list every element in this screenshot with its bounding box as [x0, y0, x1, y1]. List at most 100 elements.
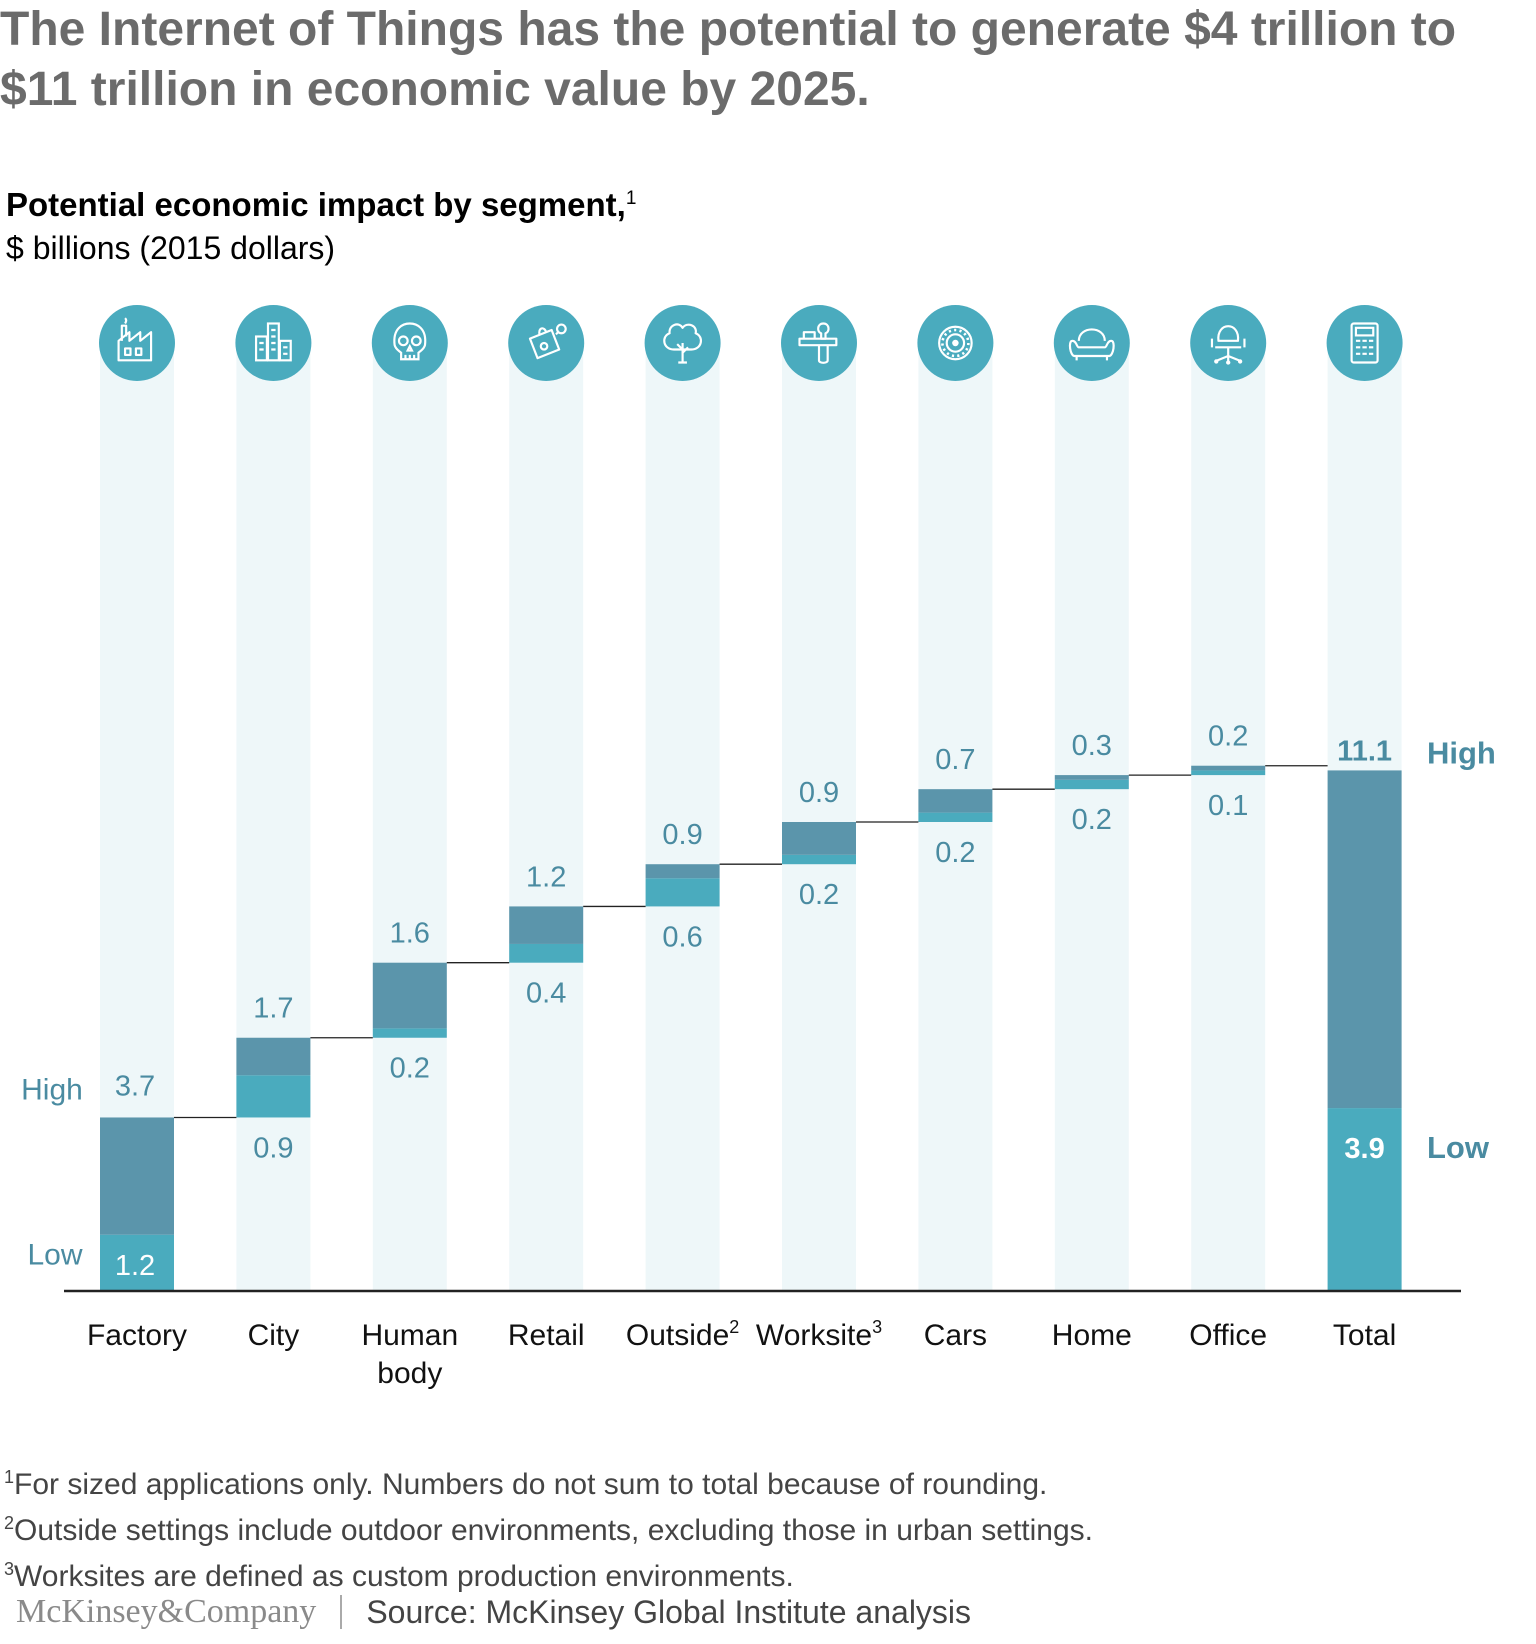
- low-value-total: 3.9: [1344, 1133, 1384, 1165]
- category-label-line-human-body: Human: [361, 1319, 458, 1352]
- bar-high-worksite: [782, 822, 856, 855]
- icon-human-body: [371, 305, 448, 381]
- category-label-line-home: Home: [1052, 1319, 1132, 1352]
- value-labels: 3.7 1.2 1.7 0.9 1.6 0.2 1.2 0.4 0.9 0.6 0.9 0.2 0.7 0…: [115, 721, 1392, 1282]
- category-label-total: Total: [1333, 1319, 1396, 1352]
- category-note-outside: 2: [729, 1317, 739, 1337]
- category-label-outside: Outside2: [626, 1317, 739, 1352]
- chart-units: $ billions (2015 dollars): [6, 230, 336, 266]
- footnote-3-mark: 3: [4, 1559, 15, 1579]
- column-bg-city: [236, 340, 311, 1291]
- footnote-3: 3Worksites are defined as custom product…: [4, 1550, 1093, 1596]
- icon-factory: [99, 305, 175, 381]
- chart-title: Potential economic impact by segment,1: [6, 186, 636, 224]
- footer-bar: McKinsey&Company Source: McKinsey Global…: [16, 1590, 971, 1634]
- category-label-line-office: Office: [1189, 1319, 1267, 1352]
- high-value-human-body: 1.6: [390, 918, 430, 950]
- category-labels: Factory City Human body Retail Outside2 Worksi…: [87, 1317, 1396, 1390]
- category-label-cars: Cars: [924, 1319, 987, 1352]
- icon-outside: [644, 305, 721, 381]
- icon-retail: [508, 305, 585, 381]
- category-label-factory: Factory: [87, 1319, 187, 1352]
- bar-low-outside: [645, 878, 720, 907]
- bar-high-office: [1191, 765, 1266, 771]
- bar-high-city: [236, 1037, 311, 1076]
- low-value-retail: 0.4: [526, 978, 566, 1010]
- low-value-factory: 1.2: [115, 1250, 155, 1282]
- low-value-worksite: 0.2: [799, 879, 839, 911]
- category-label-line-city: City: [248, 1319, 300, 1352]
- category-note-worksite: 3: [872, 1317, 882, 1337]
- bar-high-total: [1327, 770, 1402, 1109]
- low-value-human-body: 0.2: [390, 1053, 430, 1085]
- icon-circle-office: [1190, 305, 1267, 381]
- icon-cars: [917, 305, 994, 381]
- icon-circle-worksite: [781, 305, 857, 381]
- column-bg-home: [1054, 340, 1129, 1291]
- category-label-home: Home: [1052, 1319, 1132, 1352]
- high-value-factory: 3.7: [115, 1070, 155, 1102]
- high-value-worksite: 0.9: [799, 777, 839, 809]
- low-value-outside: 0.6: [662, 921, 702, 953]
- icon-total: [1326, 305, 1403, 381]
- high-value-office: 0.2: [1208, 721, 1248, 753]
- footnote-2-text: Outside settings include outdoor environ…: [14, 1514, 1093, 1547]
- icon-city: [235, 305, 312, 381]
- column-bg-human-body: [372, 340, 447, 1291]
- category-label-human-body: Human body: [361, 1319, 458, 1390]
- category-label-line-human-body: body: [377, 1357, 442, 1390]
- bar-high-cars: [918, 789, 993, 813]
- bar-high-factory: [100, 1117, 174, 1235]
- high-value-cars: 0.7: [935, 744, 975, 776]
- category-label-line-outside: Outside: [626, 1319, 729, 1352]
- icon-worksite: [781, 305, 857, 381]
- footnote-2-mark: 2: [4, 1513, 15, 1533]
- waterfall-chart: 3.7 1.2 1.7 0.9 1.6 0.2 1.2 0.4 0.9 0.6 0.9 0.2 0.7 0…: [21, 305, 1496, 1390]
- bar-low-total: [1327, 1108, 1402, 1291]
- column-bg-office: [1191, 340, 1266, 1291]
- category-label-line-worksite: Worksite: [756, 1319, 872, 1352]
- legend-high-left: High: [21, 1073, 83, 1106]
- category-label-office: Office: [1189, 1319, 1267, 1352]
- source-note: Source: McKinsey Global Institute analys…: [366, 1593, 972, 1630]
- high-value-home: 0.3: [1072, 730, 1112, 762]
- category-label-retail: Retail: [508, 1319, 585, 1352]
- chart-title-text: Potential economic impact by segment,: [6, 186, 626, 223]
- footnotes: 1For sized applications only. Numbers do…: [4, 1458, 1093, 1596]
- bar-low-worksite: [782, 854, 856, 865]
- legend: High Low High Low: [21, 735, 1496, 1271]
- low-value-home: 0.2: [1072, 804, 1112, 836]
- low-value-cars: 0.2: [935, 837, 975, 869]
- footnote-1-mark: 1: [4, 1467, 15, 1487]
- category-label-worksite: Worksite3: [756, 1317, 882, 1352]
- high-value-total: 11.1: [1337, 735, 1392, 767]
- icon-circle-factory: [99, 305, 175, 381]
- footnote-2: 2Outside settings include outdoor enviro…: [4, 1504, 1093, 1550]
- icon-office: [1190, 305, 1267, 381]
- high-value-city: 1.7: [253, 993, 293, 1025]
- icon-circle-total: [1326, 305, 1403, 381]
- bar-low-home: [1054, 779, 1129, 790]
- bar-low-retail: [509, 943, 584, 963]
- bar-low-human-body: [372, 1028, 447, 1038]
- footnote-1-text: For sized applications only. Numbers do …: [14, 1468, 1048, 1501]
- segment-icons: [99, 305, 1403, 381]
- legend-low-left: Low: [27, 1239, 82, 1272]
- high-value-retail: 1.2: [526, 861, 566, 893]
- footer-divider: [340, 1595, 343, 1629]
- low-value-city: 0.9: [253, 1132, 293, 1164]
- chart-title-note: 1: [625, 188, 637, 209]
- footnote-3-text: Worksites are defined as custom producti…: [14, 1560, 794, 1593]
- connectors: [174, 765, 1328, 1119]
- column-backgrounds: [100, 340, 1402, 1291]
- column-bg-retail: [509, 340, 584, 1291]
- footnote-1: 1For sized applications only. Numbers do…: [4, 1458, 1093, 1504]
- bars: [100, 765, 1402, 1291]
- bar-high-retail: [509, 906, 584, 944]
- category-label-line-cars: Cars: [924, 1319, 987, 1352]
- bar-low-cars: [918, 812, 993, 822]
- category-label-line-factory: Factory: [87, 1319, 187, 1352]
- icon-circle-human-body: [371, 305, 448, 381]
- category-label-city: City: [248, 1319, 300, 1352]
- icon-home: [1053, 305, 1130, 381]
